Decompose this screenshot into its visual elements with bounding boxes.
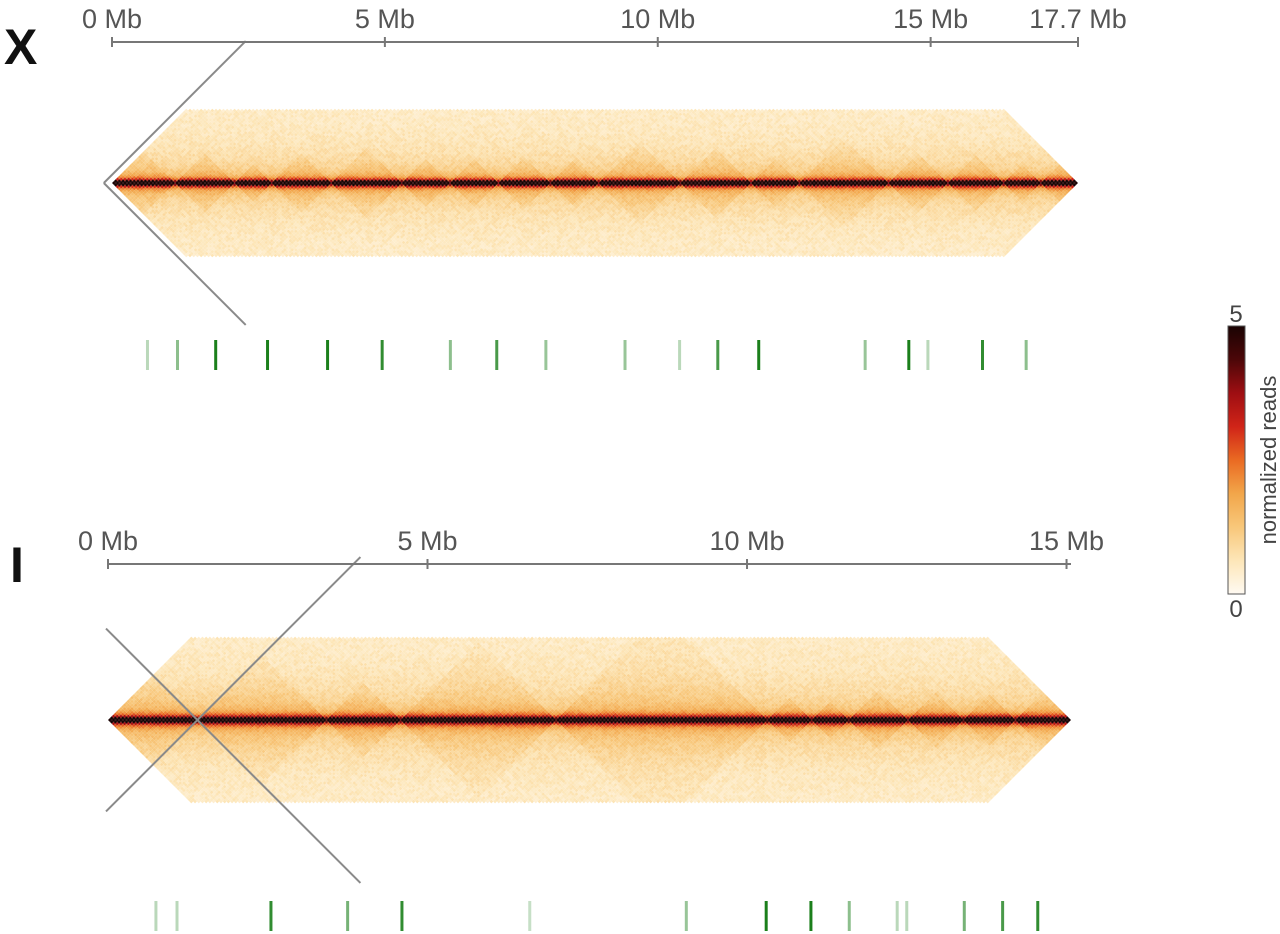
heatmap-cells-x [112,109,1078,258]
heatmap-x [104,41,1078,325]
panel-x: X 0 Mb 5 Mb 10 Mb 15 Mb 17.7 Mb [4,4,1127,370]
panel-label-x: X [4,19,37,75]
